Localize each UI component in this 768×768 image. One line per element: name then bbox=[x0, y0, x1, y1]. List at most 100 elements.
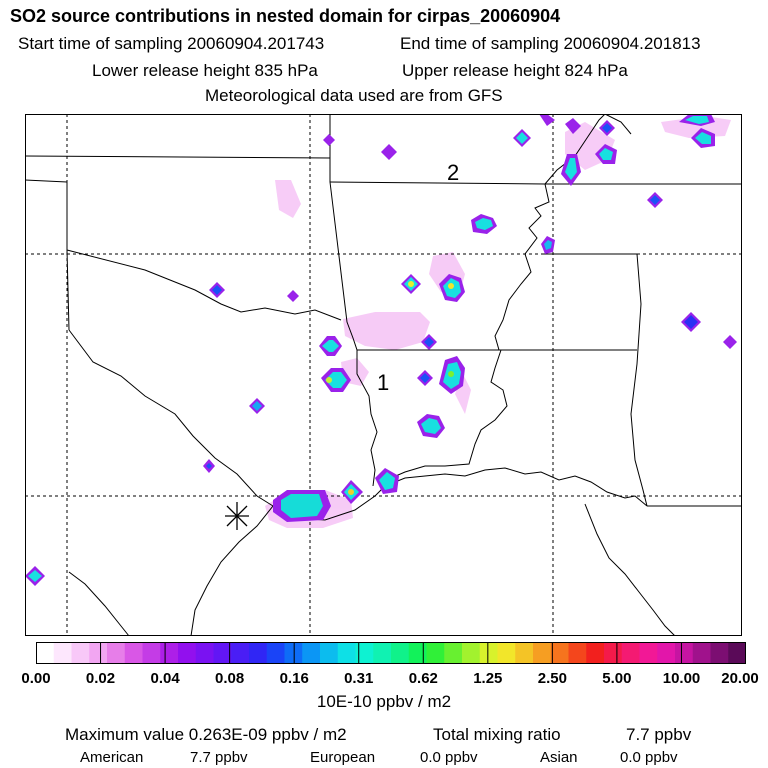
color-swatch bbox=[266, 642, 286, 664]
color-scale-tick-label: 0.08 bbox=[214, 670, 245, 687]
region-label-2: 2 bbox=[447, 160, 459, 185]
hotspot bbox=[203, 459, 215, 473]
color-scale-tick-label: 0.62 bbox=[408, 670, 438, 687]
color-swatch bbox=[391, 642, 410, 664]
color-swatch bbox=[479, 642, 499, 664]
color-swatch bbox=[675, 642, 694, 664]
color-swatch bbox=[53, 642, 73, 664]
color-swatch bbox=[639, 642, 658, 664]
color-swatch bbox=[213, 642, 232, 664]
color-scale-tick-label: 0.16 bbox=[279, 670, 309, 687]
european-label: European bbox=[310, 749, 376, 766]
color-scale-tick-label: 1.25 bbox=[473, 670, 503, 687]
hotspot bbox=[323, 134, 335, 146]
hotspot bbox=[25, 566, 45, 586]
color-swatch bbox=[373, 642, 392, 664]
color-swatch bbox=[728, 642, 746, 664]
lower-height-label: Lower release height 835 hPa bbox=[92, 61, 318, 80]
color-swatch bbox=[355, 642, 374, 664]
color-swatch bbox=[515, 642, 534, 664]
map-panel: 2 1 bbox=[25, 114, 742, 636]
asian-label: Asian bbox=[540, 749, 578, 766]
hotspot bbox=[421, 334, 437, 350]
american-value: 7.7 ppbv bbox=[190, 749, 248, 766]
color-scale-frame bbox=[36, 642, 746, 664]
hotspot bbox=[599, 120, 615, 136]
color-swatch bbox=[692, 642, 712, 664]
color-scale-tick-label: 0.04 bbox=[150, 670, 180, 687]
color-swatch bbox=[586, 642, 605, 664]
color-swatch bbox=[533, 642, 552, 664]
hotspot bbox=[539, 114, 555, 126]
color-swatch bbox=[142, 642, 161, 664]
hotspot bbox=[319, 336, 342, 356]
plot-title: SO2 source contributions in nested domai… bbox=[10, 6, 561, 26]
hotspot bbox=[471, 214, 497, 234]
color-scale-tick-label: 0.00 bbox=[21, 670, 51, 687]
hotspot bbox=[439, 356, 465, 394]
color-swatch bbox=[302, 642, 321, 664]
color-scale-tick-label: 0.31 bbox=[344, 670, 374, 687]
lat-lon-grid bbox=[25, 114, 742, 636]
maximum-value-label: Maximum value 0.263E-09 ppbv / m2 bbox=[65, 725, 347, 744]
color-scale-tick-label: 0.02 bbox=[85, 670, 116, 687]
color-swatch bbox=[249, 642, 268, 664]
color-swatches bbox=[36, 642, 746, 664]
american-label: American bbox=[80, 749, 144, 766]
hotspot-markers bbox=[25, 114, 737, 586]
color-swatch bbox=[444, 642, 463, 664]
hotspot bbox=[273, 490, 331, 522]
hotspot bbox=[561, 154, 581, 186]
color-scale-bar bbox=[36, 642, 746, 664]
color-scale-tick-label: 20.00 bbox=[721, 670, 759, 687]
color-swatch bbox=[408, 642, 428, 664]
color-swatch bbox=[426, 642, 445, 664]
color-swatch bbox=[657, 642, 676, 664]
color-swatch bbox=[89, 642, 108, 664]
region-label-1: 1 bbox=[377, 370, 389, 395]
hotspot bbox=[341, 480, 363, 504]
hotspot bbox=[381, 144, 397, 160]
hotspot bbox=[439, 274, 465, 302]
color-scale-divisions bbox=[100, 642, 682, 664]
hotspot bbox=[375, 468, 399, 494]
hotspot bbox=[541, 236, 555, 254]
hotspot bbox=[513, 129, 531, 147]
color-swatch bbox=[320, 642, 339, 664]
receptor-star-icon bbox=[225, 502, 249, 530]
map-background bbox=[25, 114, 742, 636]
color-swatch bbox=[124, 642, 144, 664]
color-swatch bbox=[195, 642, 215, 664]
color-swatch bbox=[710, 642, 729, 664]
color-swatch bbox=[160, 642, 179, 664]
hotspot bbox=[647, 192, 663, 208]
hotspot bbox=[417, 414, 445, 438]
color-scale-tick-label: 5.00 bbox=[602, 670, 632, 687]
hotspot bbox=[679, 114, 715, 126]
map-frame bbox=[25, 114, 742, 636]
color-swatch bbox=[71, 642, 90, 664]
color-swatch bbox=[107, 642, 126, 664]
met-data-label: Meteorological data used are from GFS bbox=[205, 86, 503, 105]
units-label: 10E-10 ppbv / m2 bbox=[316, 692, 452, 711]
color-scale-tick-label: 2.50 bbox=[537, 670, 567, 687]
color-swatch bbox=[550, 642, 570, 664]
hotspot bbox=[681, 312, 701, 332]
color-swatch bbox=[284, 642, 303, 664]
color-swatch bbox=[36, 642, 55, 664]
color-swatch bbox=[231, 642, 250, 664]
hotspot bbox=[565, 118, 581, 134]
total-mixing-ratio-label: Total mixing ratio bbox=[433, 725, 561, 744]
color-scale-tick-label: 10.00 bbox=[662, 670, 701, 687]
hotspot bbox=[723, 335, 737, 349]
hotspot bbox=[209, 282, 225, 298]
color-swatch bbox=[337, 642, 357, 664]
color-swatch bbox=[568, 642, 587, 664]
color-swatch bbox=[178, 642, 197, 664]
hotspot bbox=[595, 144, 617, 164]
color-swatch bbox=[462, 642, 481, 664]
color-swatch bbox=[604, 642, 623, 664]
hotspot bbox=[417, 370, 433, 386]
hotspot bbox=[401, 274, 421, 294]
asian-value: 0.0 ppbv bbox=[620, 749, 678, 766]
